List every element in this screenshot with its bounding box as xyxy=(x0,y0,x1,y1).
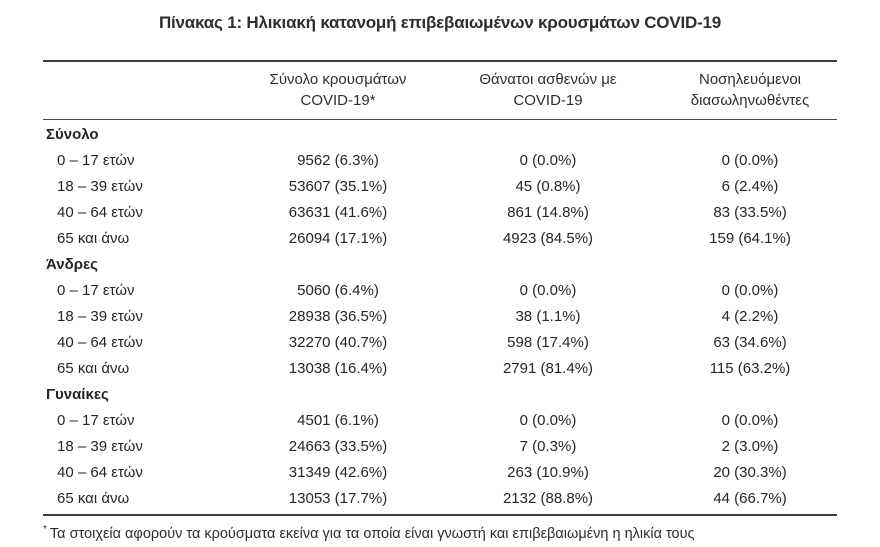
cases-cell: 28938 (36.5%) xyxy=(288,308,388,325)
table-row: 18 – 39 ετών 28938 (36.5%) 38 (1.1%) 4 (… xyxy=(43,304,837,330)
header-deaths-line2: COVID-19 xyxy=(513,92,583,109)
age-label: 40 – 64 ετών xyxy=(57,334,143,351)
cases-cell: 4501 (6.1%) xyxy=(297,412,379,429)
cases-cell: 31349 (42.6%) xyxy=(288,464,388,481)
header-total-cases: Σύνολο κρουσμάτων COVID-19* xyxy=(243,69,433,111)
intubated-cell: 4 (2.2%) xyxy=(721,308,779,325)
deaths-cell: 38 (1.1%) xyxy=(515,308,581,325)
age-label: 18 – 39 ετών xyxy=(57,438,143,455)
header-intubated: Νοσηλευόμενοι διασωληνωθέντες xyxy=(663,69,837,111)
header-deaths-line1: Θάνατοι ασθενών με xyxy=(479,71,617,88)
age-label: 40 – 64 ετών xyxy=(57,464,143,481)
section-header-total: Σύνολο xyxy=(43,122,837,148)
deaths-cell: 0 (0.0%) xyxy=(519,152,577,169)
table-row: 0 – 17 ετών 9562 (6.3%) 0 (0.0%) 0 (0.0%… xyxy=(43,148,837,174)
table-row: 65 και άνω 13053 (17.7%) 2132 (88.8%) 44… xyxy=(43,486,837,512)
intubated-cell: 2 (3.0%) xyxy=(721,438,779,455)
header-intubated-line1: Νοσηλευόμενοι xyxy=(698,71,801,88)
intubated-cell: 115 (63.2%) xyxy=(709,360,791,377)
intubated-cell: 83 (33.5%) xyxy=(713,204,787,221)
table-row: 18 – 39 ετών 24663 (33.5%) 7 (0.3%) 2 (3… xyxy=(43,434,837,460)
age-label: 65 και άνω xyxy=(57,360,130,377)
deaths-cell: 263 (10.9%) xyxy=(507,464,589,481)
deaths-cell: 45 (0.8%) xyxy=(515,178,581,195)
table-page: Πίνακας 1: Ηλικιακή κατανομή επιβεβαιωμέ… xyxy=(0,13,880,547)
header-intubated-line2: διασωληνωθέντες xyxy=(690,92,810,109)
deaths-cell: 4923 (84.5%) xyxy=(502,230,594,247)
deaths-cell: 0 (0.0%) xyxy=(519,282,577,299)
intubated-cell: 0 (0.0%) xyxy=(721,412,779,429)
table-row: 40 – 64 ετών 31349 (42.6%) 263 (10.9%) 2… xyxy=(43,460,837,486)
age-label: 0 – 17 ετών xyxy=(57,412,135,429)
intubated-cell: 20 (30.3%) xyxy=(713,464,787,481)
covid-age-table: Σύνολο κρουσμάτων COVID-19* Θάνατοι ασθε… xyxy=(43,60,837,516)
header-total-cases-line1: Σύνολο κρουσμάτων xyxy=(269,71,407,88)
footnote-text: Τα στοιχεία αφορούν τα κρούσματα εκείνα … xyxy=(49,525,695,542)
table-body: Σύνολο 0 – 17 ετών 9562 (6.3%) 0 (0.0%) … xyxy=(43,120,837,516)
intubated-cell: 63 (34.6%) xyxy=(713,334,787,351)
table-row: 65 και άνω 13038 (16.4%) 2791 (81.4%) 11… xyxy=(43,356,837,382)
age-label: 18 – 39 ετών xyxy=(57,178,143,195)
table-row: 40 – 64 ετών 32270 (40.7%) 598 (17.4%) 6… xyxy=(43,330,837,356)
deaths-cell: 7 (0.3%) xyxy=(519,438,577,455)
table-footnote: * Τα στοιχεία αφορούν τα κρούσματα εκείνα… xyxy=(43,520,837,544)
cases-cell: 32270 (40.7%) xyxy=(288,334,388,351)
cases-cell: 9562 (6.3%) xyxy=(297,152,379,169)
section-header-women: Γυναίκες xyxy=(43,382,837,408)
section-name-total: Σύνολο xyxy=(46,126,99,143)
intubated-cell: 0 (0.0%) xyxy=(721,282,779,299)
table-row: 0 – 17 ετών 5060 (6.4%) 0 (0.0%) 0 (0.0%… xyxy=(43,278,837,304)
deaths-cell: 598 (17.4%) xyxy=(507,334,589,351)
intubated-cell: 6 (2.4%) xyxy=(721,178,779,195)
cases-cell: 13053 (17.7%) xyxy=(288,490,388,507)
section-header-men: Άνδρες xyxy=(43,252,837,278)
header-total-cases-line2: COVID-19* xyxy=(300,92,376,109)
age-label: 65 και άνω xyxy=(57,490,130,507)
footnote-asterisk: * xyxy=(43,524,47,535)
age-label: 18 – 39 ετών xyxy=(57,308,143,325)
age-label: 40 – 64 ετών xyxy=(57,204,143,221)
cases-cell: 5060 (6.4%) xyxy=(297,282,379,299)
table-title: Πίνακας 1: Ηλικιακή κατανομή επιβεβαιωμέ… xyxy=(158,13,722,32)
cases-cell: 63631 (41.6%) xyxy=(288,204,388,221)
table-header-row: Σύνολο κρουσμάτων COVID-19* Θάνατοι ασθε… xyxy=(43,60,837,120)
table-row: 65 και άνω 26094 (17.1%) 4923 (84.5%) 15… xyxy=(43,226,837,252)
intubated-cell: 159 (64.1%) xyxy=(709,230,791,247)
section-name-men: Άνδρες xyxy=(46,256,98,273)
cases-cell: 53607 (35.1%) xyxy=(288,178,388,195)
deaths-cell: 0 (0.0%) xyxy=(519,412,577,429)
age-label: 0 – 17 ετών xyxy=(57,152,135,169)
deaths-cell: 2132 (88.8%) xyxy=(502,490,594,507)
intubated-cell: 0 (0.0%) xyxy=(721,152,779,169)
deaths-cell: 2791 (81.4%) xyxy=(502,360,594,377)
table-row: 40 – 64 ετών 63631 (41.6%) 861 (14.8%) 8… xyxy=(43,200,837,226)
intubated-cell: 44 (66.7%) xyxy=(713,490,787,507)
section-name-women: Γυναίκες xyxy=(46,386,109,403)
deaths-cell: 861 (14.8%) xyxy=(507,204,589,221)
header-deaths: Θάνατοι ασθενών με COVID-19 xyxy=(433,69,663,111)
cases-cell: 26094 (17.1%) xyxy=(288,230,388,247)
table-row: 0 – 17 ετών 4501 (6.1%) 0 (0.0%) 0 (0.0%… xyxy=(43,408,837,434)
cases-cell: 13038 (16.4%) xyxy=(288,360,388,377)
age-label: 0 – 17 ετών xyxy=(57,282,135,299)
table-row: 18 – 39 ετών 53607 (35.1%) 45 (0.8%) 6 (… xyxy=(43,174,837,200)
age-label: 65 και άνω xyxy=(57,230,130,247)
cases-cell: 24663 (33.5%) xyxy=(288,438,388,455)
